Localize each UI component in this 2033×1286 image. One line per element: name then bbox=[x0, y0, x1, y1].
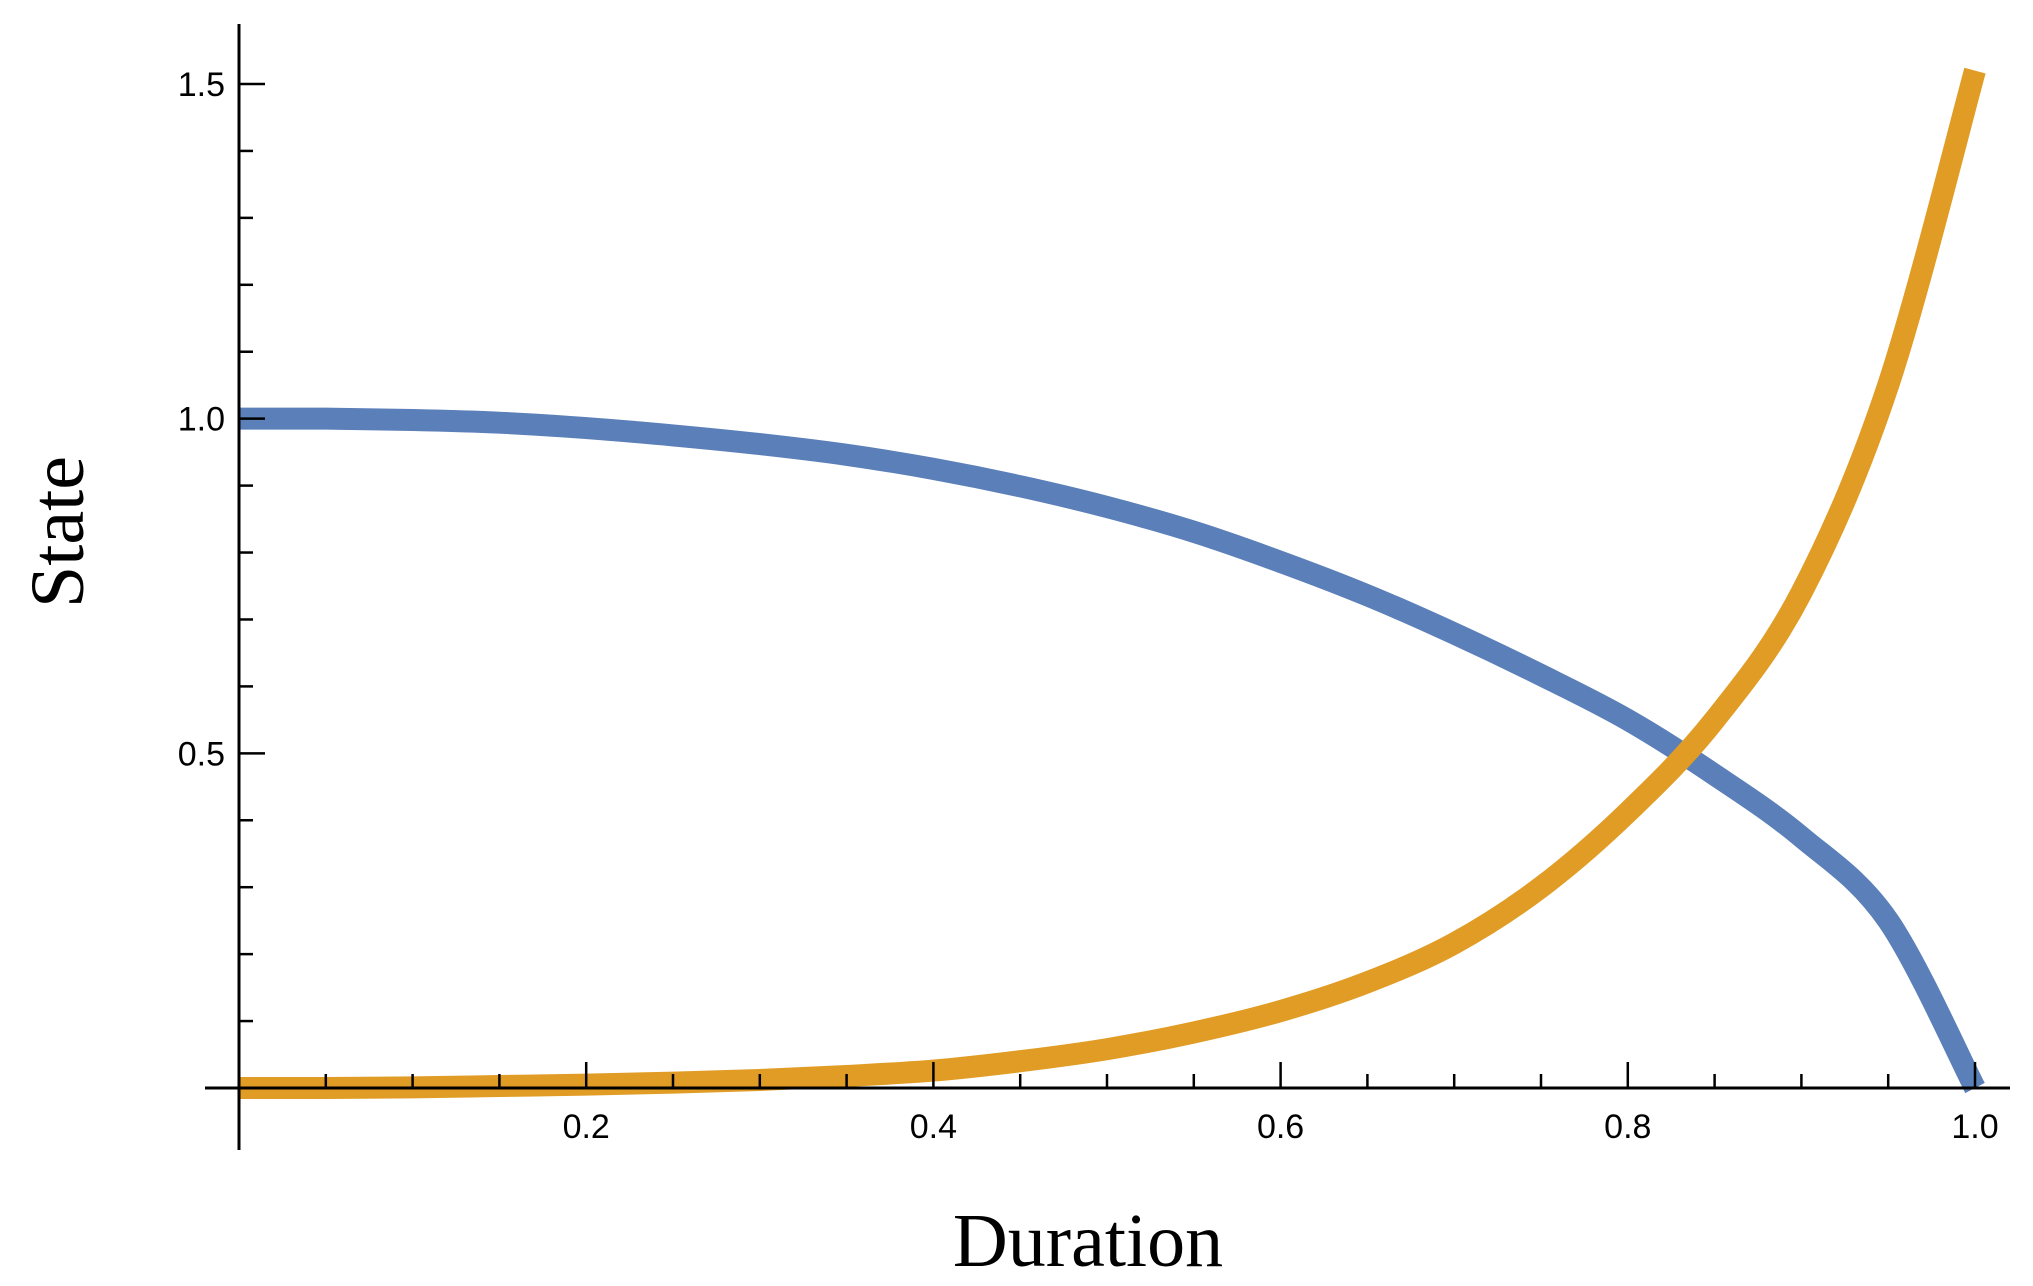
ticks-layer bbox=[239, 82, 1977, 1088]
axes-layer bbox=[205, 24, 2010, 1150]
series-layer bbox=[238, 67, 1986, 1100]
x-tick-label: 1.0 bbox=[1951, 1108, 1998, 1146]
series-line-1 bbox=[238, 407, 1985, 1094]
x-tick-label: 0.4 bbox=[910, 1108, 957, 1146]
x-tick-label: 0.6 bbox=[1257, 1108, 1304, 1146]
y-tick-label: 0.5 bbox=[178, 735, 225, 773]
x-tick-label: 0.8 bbox=[1604, 1108, 1651, 1146]
y-axis-title: State bbox=[16, 456, 100, 608]
x-axis-title: Duration bbox=[953, 1199, 1223, 1283]
series-line-2 bbox=[238, 67, 1986, 1100]
y-tick-label: 1.5 bbox=[178, 66, 225, 104]
tick-labels-layer: 0.2 0.4 0.6 0.8 1.0 0.5 1.0 1.5 bbox=[178, 66, 1999, 1146]
x-tick-label: 0.2 bbox=[563, 1108, 610, 1146]
y-tick-label: 1.0 bbox=[178, 401, 225, 439]
